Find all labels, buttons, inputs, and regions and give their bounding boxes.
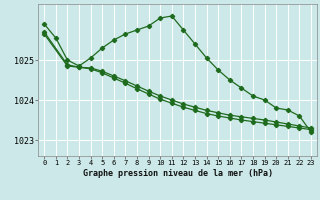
X-axis label: Graphe pression niveau de la mer (hPa): Graphe pression niveau de la mer (hPa) bbox=[83, 169, 273, 178]
